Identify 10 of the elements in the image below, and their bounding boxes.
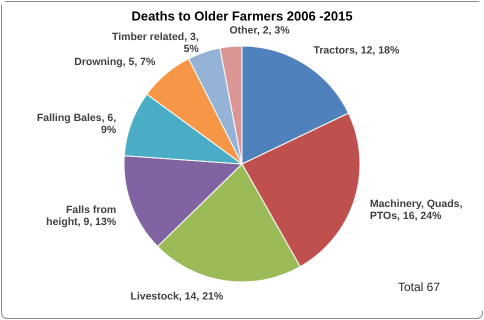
slice-label: Timber related, 3, 5%: [112, 31, 200, 56]
slice-label: Tractors, 12, 18%: [313, 44, 400, 57]
slice-label: Drowning, 5, 7%: [74, 56, 156, 68]
slice-label: Livestock, 14, 21%: [130, 290, 224, 303]
slice-label: Other, 2, 3%: [229, 24, 290, 37]
slice-label: Falls from height, 9, 13%: [46, 204, 117, 228]
text: Total 67: [398, 280, 440, 294]
slice-label: Machinery, Quads, PTOs, 16, 24%: [370, 198, 462, 222]
slice-label: Falling Bales, 6, 9%: [36, 112, 117, 136]
chart-title: Deaths to Older Farmers 2006 -2015: [131, 8, 353, 24]
